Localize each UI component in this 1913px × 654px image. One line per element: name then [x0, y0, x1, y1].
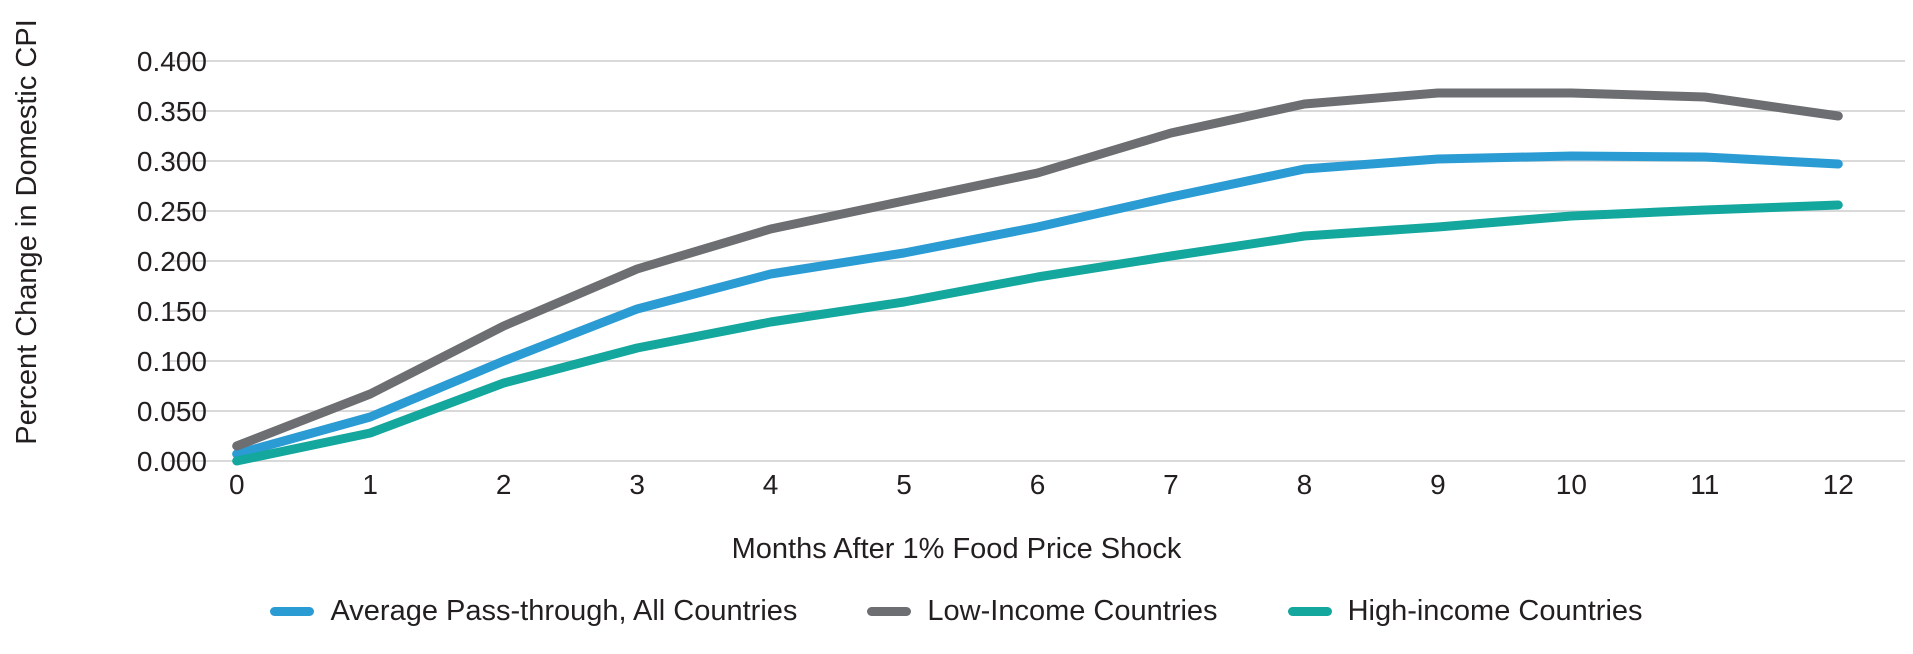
x-tick-label: 12: [1823, 469, 1854, 500]
y-tick-label: 0.350: [137, 96, 207, 127]
x-tick-label: 10: [1556, 469, 1587, 500]
plot-area: 0.400 0.350 0.300 0.250 0.200 0.150 0.100 0.050…: [137, 46, 1905, 500]
y-tick-label: 0.100: [137, 346, 207, 377]
y-tick-label: 0.250: [137, 196, 207, 227]
legend-label-low-income: Low-Income Countries: [927, 595, 1218, 627]
series-line-1: [232, 88, 1843, 451]
legend-swatch-high-income-icon: [1287, 607, 1332, 616]
x-tick-label: 2: [496, 469, 512, 500]
y-tick-label: 0.400: [137, 46, 207, 77]
legend-swatch-low-income-icon: [867, 607, 912, 616]
y-tick-label: 0.200: [137, 246, 207, 277]
y-tick-label: 0.000: [137, 446, 207, 477]
legend-swatch-average-icon: [270, 607, 315, 616]
legend: Average Pass-through, All Countries Low-…: [0, 595, 1913, 628]
legend-item-high-income: High-income Countries: [1287, 595, 1643, 628]
x-tick-label: 0: [229, 469, 245, 500]
y-tick-label: 0.150: [137, 296, 207, 327]
x-tick-label: 1: [362, 469, 378, 500]
x-tick-label: 7: [1163, 469, 1179, 500]
series-line-0: [232, 151, 1843, 459]
legend-label-high-income: High-income Countries: [1347, 595, 1643, 627]
x-tick-label: 9: [1430, 469, 1446, 500]
y-tick-label: 0.300: [137, 146, 207, 177]
legend-item-average-pass-through: Average Pass-through, All Countries: [270, 595, 797, 628]
series-line-2: [232, 200, 1843, 466]
legend-label-average: Average Pass-through, All Countries: [330, 595, 798, 627]
x-tick-label: 6: [1030, 469, 1046, 500]
x-tick-label: 4: [763, 469, 779, 500]
legend-item-low-income: Low-Income Countries: [867, 595, 1218, 628]
x-tick-label: 11: [1690, 469, 1719, 500]
x-axis-title: Months After 1% Food Price Shock: [731, 533, 1182, 565]
x-tick-label: 5: [896, 469, 912, 500]
x-tick-label: 3: [629, 469, 645, 500]
x-tick-label: 8: [1297, 469, 1313, 500]
y-tick-label: 0.050: [137, 396, 207, 427]
